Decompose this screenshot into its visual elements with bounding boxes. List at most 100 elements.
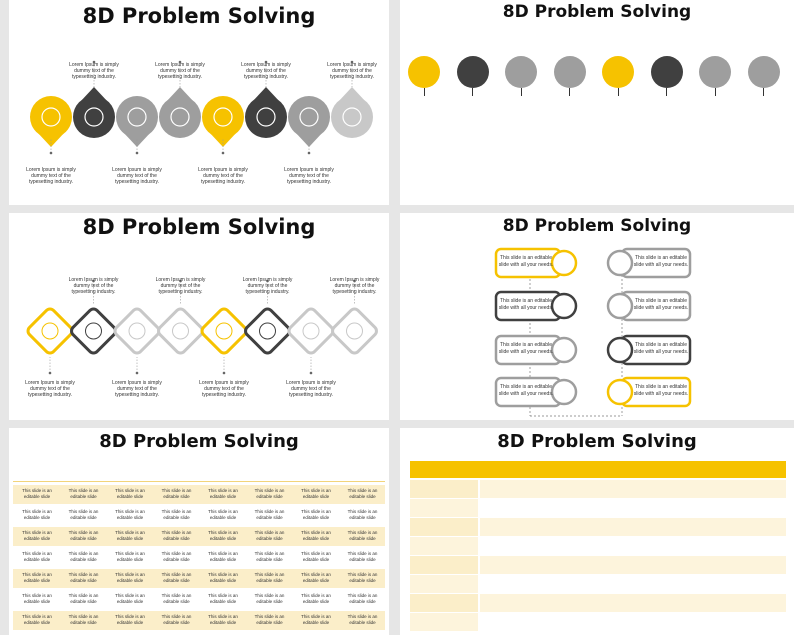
row-label-cell — [410, 594, 478, 612]
description-text: Lorem Ipsum is simply dummy text of the ty… — [184, 380, 264, 398]
cell-line: This slide is an — [161, 509, 192, 514]
cell-line: This slide is an — [254, 593, 285, 598]
description-line: typesetting industry. — [71, 289, 116, 295]
description-line: Lorem Ipsum is simply — [25, 380, 75, 386]
row-text-cell — [480, 480, 786, 498]
table-cell: This slide is an editable slide — [343, 593, 383, 605]
description-text: Lorem Ipsum is simply dummy text of the ty… — [54, 62, 134, 80]
description-line: Lorem Ipsum is simply — [112, 380, 162, 386]
description-text: Lorem Ipsum is simply dummy text of the ty… — [140, 62, 220, 80]
connector-line — [714, 88, 716, 96]
cell-line: editable slide — [209, 494, 237, 499]
table-cell: This slide is an editable slide — [250, 488, 290, 500]
row-label-cell — [410, 518, 478, 536]
cell-line: This slide is an — [254, 509, 285, 514]
cell-line: editable slide — [163, 515, 190, 520]
cell-line: editable slide — [23, 557, 51, 562]
cell-line: This slide is an — [68, 530, 99, 535]
table-cell: This slide is an editable slide — [17, 488, 57, 500]
row-label-cell — [410, 499, 478, 517]
cell-line: editable slide — [163, 536, 190, 541]
cell-line: editable slide — [70, 557, 97, 562]
connector-line — [617, 88, 619, 96]
loop-diagram — [494, 247, 692, 417]
cell-line: This slide is an — [115, 593, 145, 598]
cell-line: This slide is an — [347, 530, 378, 535]
cell-line: editable slide — [349, 578, 376, 583]
cell-line: editable slide — [70, 494, 97, 499]
cell-line: editable slide — [23, 599, 51, 604]
table-cell: This slide is an editable slide — [250, 593, 290, 605]
slide-title: 8D Problem Solving — [82, 4, 316, 28]
cell-line: This slide is an — [68, 614, 99, 619]
table-cell: This slide is an editable slide — [343, 551, 383, 563]
description-line: dummy text of the — [30, 386, 70, 392]
table-cell: This slide is an editable slide — [17, 551, 57, 563]
table-cell: This slide is an editable slide — [296, 530, 336, 542]
slide-5[interactable]: 8D Problem Solving This slide is an edita… — [9, 428, 389, 635]
slide-1[interactable]: 8D Problem Solving Lorem Ipsum is simply… — [9, 0, 389, 205]
description-text: Lorem Ipsum is simply dummy text of the ty… — [315, 277, 390, 295]
box-line: This slide is an editable — [500, 298, 552, 304]
description-line: dummy text of the — [332, 68, 372, 74]
diamond-step-6 — [244, 279, 291, 355]
table-row — [13, 611, 385, 630]
cell-line: This slide is an — [115, 551, 145, 556]
hex-step-5 — [202, 96, 244, 155]
table-cell: This slide is an editable slide — [296, 488, 336, 500]
cell-line: editable slide — [302, 557, 330, 562]
table-row — [13, 485, 385, 504]
slide-6[interactable]: 8D Problem Solving — [400, 428, 794, 635]
cell-line: This slide is an — [22, 572, 52, 577]
table-cell: This slide is an editable slide — [64, 488, 104, 500]
cell-line: This slide is an — [254, 530, 285, 535]
description-line: Lorem Ipsum is simply — [242, 277, 293, 283]
table-cell: This slide is an editable slide — [64, 530, 104, 542]
hex-step-6 — [245, 60, 287, 138]
cell-line: This slide is an — [347, 593, 378, 598]
connector-line — [520, 88, 522, 96]
cell-line: This slide is an — [115, 614, 145, 619]
cell-line: editable slide — [349, 515, 376, 520]
cell-line: editable slide — [163, 578, 190, 583]
slide-2[interactable]: 8D Problem Solving — [400, 0, 794, 205]
cell-line: editable slide — [23, 620, 51, 625]
table-row — [13, 590, 385, 609]
description-line: Lorem Ipsum is simply — [155, 62, 205, 68]
description-line: Lorem Ipsum is simply — [68, 277, 119, 283]
table-cell: This slide is an editable slide — [157, 509, 197, 521]
cell-line: editable slide — [256, 557, 283, 562]
cell-line: This slide is an — [208, 530, 238, 535]
cell-line: editable slide — [349, 557, 376, 562]
description-line: typesetting industry. — [288, 392, 334, 398]
description-text: Lorem Ipsum is simply dummy text of the ty… — [183, 167, 263, 185]
cell-line: This slide is an — [161, 593, 192, 598]
cell-line: This slide is an — [347, 614, 378, 619]
connector-line — [569, 88, 570, 96]
description-line: dummy text of the — [117, 173, 157, 179]
step-circle — [747, 56, 780, 88]
box-text: This slide is an editable slide with all … — [632, 342, 690, 356]
table-cell: This slide is an editable slide — [296, 614, 336, 626]
description-text: Lorem Ipsum is simply dummy text of the ty… — [10, 380, 90, 398]
table-cell: This slide is an editable slide — [343, 614, 383, 626]
row-text-cell — [480, 499, 786, 517]
description-text: Lorem Ipsum is simply dummy text of the ty… — [11, 167, 91, 185]
cell-line: This slide is an — [22, 530, 52, 535]
description-line: typesetting industry. — [71, 74, 117, 80]
slide-4[interactable]: 8D Problem Solving This slide is an edit… — [400, 213, 794, 420]
step-circle — [699, 56, 731, 88]
table-cell: This slide is an editable slide — [110, 572, 150, 584]
connector-line — [666, 88, 667, 96]
slide-3[interactable]: 8D Problem Solving Lorem Ipsum is simply… — [9, 213, 389, 420]
cell-line: This slide is an — [301, 530, 331, 535]
box-text: This slide is an editable slide with all … — [496, 255, 556, 269]
cell-line: editable slide — [349, 599, 376, 604]
box-line: slide with all your needs. — [498, 349, 554, 355]
table-cell: This slide is an editable slide — [203, 530, 243, 542]
cell-line: editable slide — [163, 599, 190, 604]
cell-line: editable slide — [70, 515, 97, 520]
cell-line: editable slide — [163, 620, 190, 625]
description-line: Lorem Ipsum is simply — [329, 277, 380, 283]
cell-line: This slide is an — [254, 614, 285, 619]
